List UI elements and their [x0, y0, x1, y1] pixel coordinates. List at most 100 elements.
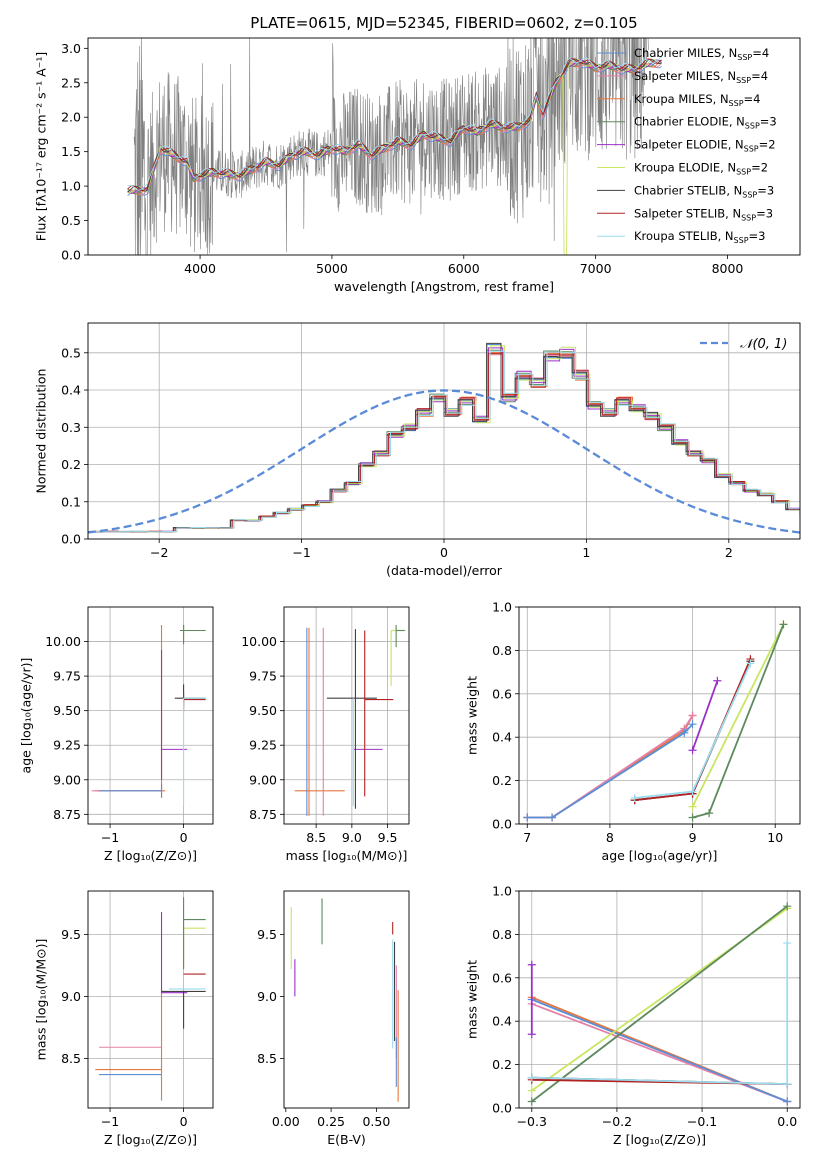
x-tick-label: 0 — [440, 545, 448, 560]
mass_vs_Z-plot-area — [95, 897, 206, 1101]
legend-label-main: Salpeter STELIB, N — [634, 206, 741, 220]
weight_vs_Z-plot-area — [527, 902, 792, 1106]
normal-curve-line — [88, 389, 800, 534]
legend-label-tail: =3 — [757, 183, 774, 197]
age-vs-metallicity-panel: −1 0 8.75 9.00 9.25 9.50 9.75 10.00 Z [log₁₀(Z/Z… — [19, 606, 214, 863]
legend-label-sub: SSP — [744, 145, 759, 154]
y-tick-label: 1.0 — [492, 600, 512, 615]
legend-label-sub: SSP — [745, 122, 760, 131]
axes-frame — [518, 606, 801, 825]
x-tick-label: −0.3 — [517, 1114, 547, 1129]
y-tick-label: 2.5 — [61, 75, 81, 90]
y-tick-label: 0.2 — [492, 773, 512, 788]
weight-vs-age-panel: 7 8 9 10 0.0 0.2 0.4 0.6 0.8 1.0 age [log₁₀(age/yr… — [465, 600, 801, 863]
series-line-salpeter_elodie — [691, 680, 719, 751]
histogram-step-chabrier_miles — [88, 344, 800, 533]
legend-label-tail: =3 — [756, 206, 773, 220]
y-tick-label: 0.4 — [492, 730, 512, 745]
y-tick-label: 0.8 — [492, 643, 512, 658]
y-tick-label: 9.50 — [53, 703, 81, 718]
legend-label-sub: SSP — [737, 53, 752, 62]
legend-label-salpeter_stelib: Salpeter STELIB, NSSP=3 — [634, 206, 773, 222]
x-tick-label: 0 — [180, 1114, 188, 1129]
y-tick-label: 0.4 — [61, 383, 81, 398]
x-axis-label: mass [log₁₀(M/M⊙)] — [286, 848, 408, 863]
weight_vs_age-plot-area — [523, 620, 788, 822]
marker-chabrier_elodie — [688, 813, 697, 822]
y-tick-label: 9.25 — [249, 738, 277, 753]
y-tick-label: 0.1 — [61, 494, 81, 509]
axes-frame — [283, 606, 410, 825]
x-axis-label: (data-model)/error — [386, 563, 503, 578]
legend-label-tail: =4 — [744, 92, 761, 106]
legend-label-main: Kroupa STELIB, N — [634, 229, 734, 243]
x-axis-label: E(B-V) — [327, 1132, 366, 1147]
y-tick-label: 0.6 — [492, 686, 512, 701]
x-tick-label: 4000 — [184, 261, 216, 276]
axes-frame — [87, 606, 214, 825]
marker-salpeter_elodie — [713, 676, 722, 685]
marker-kroupa_stelib — [630, 793, 639, 802]
series-line-chabrier_elodie — [531, 905, 788, 1103]
legend-label-sub: SSP — [741, 213, 756, 222]
legend-label-kroupa_miles: Kroupa MILES, NSSP=4 — [634, 92, 760, 108]
y-tick-label: 1.0 — [61, 179, 81, 194]
legend-label-main: Chabrier ELODIE, N — [634, 115, 745, 129]
marker-kroupa_stelib — [783, 939, 792, 948]
legend-label-chabrier_elodie: Chabrier ELODIE, NSSP=3 — [634, 115, 777, 131]
x-axis-label: Z [log₁₀(Z/Z⊙)] — [613, 1132, 706, 1147]
legend-label-kroupa_elodie: Kroupa ELODIE, NSSP=2 — [634, 161, 768, 177]
marker-kroupa_stelib — [688, 787, 697, 796]
marker-kroupa_stelib — [746, 659, 755, 668]
x-tick-label: −1 — [101, 830, 119, 845]
legend-label-chabrier_miles: Chabrier MILES, NSSP=4 — [634, 46, 769, 62]
x-tick-label: 8 — [606, 830, 614, 845]
axes-frame — [87, 37, 801, 256]
y-tick-label: 9.5 — [257, 927, 277, 942]
y-tick-label: 9.0 — [61, 989, 81, 1004]
x-axis-label: Z [log₁₀(Z/Z⊙)] — [104, 1132, 197, 1147]
spectrum-panel: 4000 5000 6000 7000 8000 0.0 0.5 1.0 1.5 2.0 2.5 3.… — [34, 37, 801, 294]
x-axis-label: Z [log₁₀(Z/Z⊙)] — [104, 848, 197, 863]
legend-label-kroupa_stelib: Kroupa STELIB, NSSP=3 — [634, 229, 765, 245]
histogram-step-salpeter_stelib — [89, 353, 800, 533]
series-line-chabrier_miles — [527, 723, 694, 819]
marker-kroupa_stelib — [527, 1073, 536, 1082]
x-tick-label: 8000 — [712, 261, 744, 276]
y-tick-label: 9.00 — [249, 772, 277, 787]
legend-label-salpeter_elodie: Salpeter ELODIE, NSSP=2 — [634, 138, 776, 154]
y-tick-label: 10.00 — [45, 634, 81, 649]
axes-frame — [87, 890, 214, 1109]
legend-label-tail: =2 — [759, 138, 776, 152]
y-tick-label: 3.0 — [61, 41, 81, 56]
x-tick-label: 0 — [180, 830, 188, 845]
x-tick-label: 0.00 — [272, 1114, 300, 1129]
y-tick-label: 8.5 — [61, 1051, 81, 1066]
mass-vs-metallicity-panel: −1 0 8.5 9.0 9.5 Z [log₁₀(Z/Z⊙)] mass [log₁₀(M… — [34, 890, 214, 1147]
y-axis-label: mass [log₁₀(M/M⊙)] — [34, 939, 49, 1061]
legend-label-tail: =4 — [751, 69, 768, 83]
legend-label-main: Chabrier STELIB, N — [634, 183, 742, 197]
model-spectrum-salpeter_stelib — [127, 58, 662, 192]
y-tick-label: 0.0 — [492, 817, 512, 832]
marker-salpeter_elodie — [688, 746, 697, 755]
y-tick-label: 8.75 — [249, 807, 277, 822]
y-tick-label: 9.00 — [53, 772, 81, 787]
axes-frame — [87, 322, 801, 540]
x-tick-label: −0.1 — [687, 1114, 717, 1129]
age_vs_mass-plot-area — [294, 624, 406, 816]
legend-label-tail: =3 — [749, 229, 766, 243]
legend-label-tail: =4 — [752, 46, 769, 60]
y-tick-label: 1.5 — [61, 144, 81, 159]
legend-label-tail: =3 — [760, 115, 777, 129]
y-axis-label: Normed distribution — [34, 369, 49, 494]
y-tick-label: 0.4 — [492, 1014, 512, 1029]
marker-salpeter_elodie — [527, 960, 536, 969]
y-tick-label: 1.0 — [492, 884, 512, 899]
residual-histogram-panel: −2 −1 0 1 2 0.0 0.1 0.2 0.3 0.4 0.5 (data-model)/er… — [34, 322, 801, 578]
histogram-plot-area — [88, 342, 800, 534]
legend-label-sub: SSP — [736, 76, 751, 85]
x-axis-label: age [log₁₀(age/yr)] — [602, 848, 718, 863]
